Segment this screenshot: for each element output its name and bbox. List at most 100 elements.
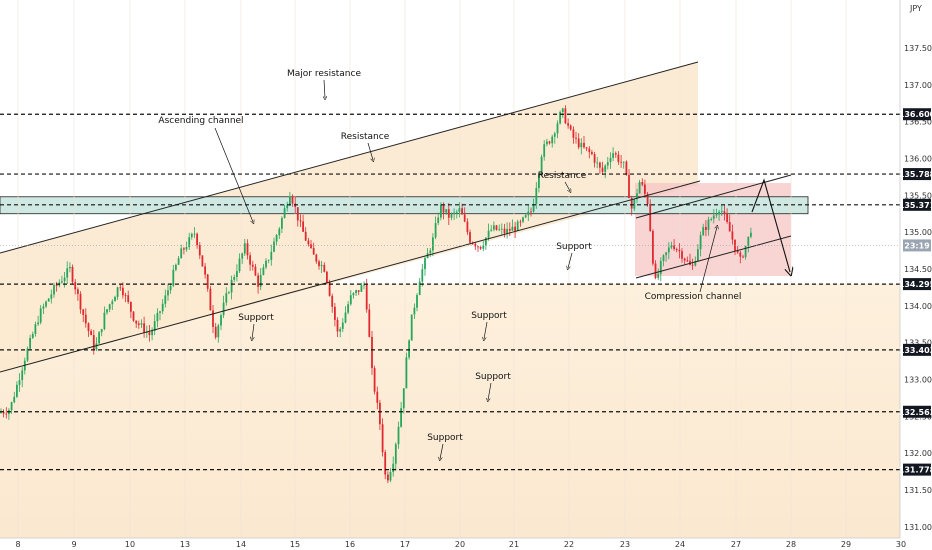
candle-body — [556, 123, 559, 134]
x-tick-label: 22 — [564, 540, 574, 549]
candle-body — [196, 233, 198, 246]
candle-body — [347, 304, 349, 313]
candle-body — [466, 221, 469, 233]
candle-body — [720, 211, 723, 212]
annotation-arrow — [214, 127, 253, 222]
level-price-box — [903, 278, 931, 291]
candle-body — [106, 309, 108, 313]
candle-body — [151, 331, 153, 336]
candle-body — [320, 264, 323, 267]
candle-body — [551, 136, 554, 144]
annotation-label: Ascending channel — [158, 116, 243, 126]
candle-body — [614, 153, 617, 155]
current-price-label: 23:19 — [904, 241, 930, 250]
candle-body — [553, 133, 556, 137]
x-tick-label: 8 — [15, 540, 20, 549]
candle-body — [164, 295, 167, 304]
y-tick-label: 131.500 — [904, 486, 932, 495]
candle-body — [98, 332, 100, 344]
annotation-label: Resistance — [538, 171, 587, 181]
candle-body — [238, 258, 241, 272]
candle-body — [657, 273, 660, 278]
candle-body — [379, 402, 381, 425]
candle-body — [0, 412, 2, 414]
candle-body — [16, 384, 18, 397]
candle-body — [442, 204, 445, 213]
candle-body — [649, 203, 652, 231]
candle-body — [296, 207, 299, 221]
candle-body — [744, 245, 747, 258]
candle-body — [153, 321, 156, 331]
candle-body — [564, 108, 567, 124]
candle-body — [400, 408, 402, 427]
candle-body — [236, 271, 238, 277]
candle-body — [583, 142, 585, 148]
candle-body — [373, 368, 376, 392]
candle-body — [408, 340, 410, 358]
x-tick-label: 15 — [290, 540, 300, 549]
candle-body — [357, 290, 360, 292]
candle-body — [143, 323, 145, 333]
candle-body — [559, 112, 561, 124]
candle-body — [286, 205, 289, 209]
candle-body — [683, 258, 686, 261]
candle-body — [707, 219, 710, 230]
candle-body — [167, 290, 169, 296]
candle-body — [508, 228, 511, 231]
candle-body — [45, 301, 47, 307]
candle-body — [328, 282, 331, 296]
candle-body — [79, 293, 82, 310]
candle-body — [18, 380, 21, 385]
y-tick-label: 136.000 — [904, 154, 932, 163]
candle-body — [246, 243, 249, 256]
candle-body — [209, 288, 212, 311]
candle-body — [458, 208, 461, 212]
candle-body — [87, 323, 90, 331]
candle-body — [726, 214, 728, 222]
candle-body — [654, 263, 657, 278]
level-price-box — [903, 343, 931, 356]
candle-body — [267, 259, 270, 261]
candle-body — [84, 314, 87, 324]
candle-body — [108, 304, 111, 310]
candle-body — [307, 240, 310, 245]
candle-body — [323, 264, 326, 272]
candle-body — [2, 412, 5, 414]
annotations-layer: Major resistance Ascending channel Resista… — [158, 69, 741, 459]
candle-body — [389, 472, 392, 481]
x-tick-label: 16 — [345, 540, 355, 549]
candle-body — [315, 254, 318, 262]
candle-body — [630, 198, 633, 209]
x-tick-label: 21 — [509, 540, 519, 549]
candle-body — [55, 285, 58, 286]
candle-body — [95, 343, 98, 350]
x-tick-label: 20 — [455, 540, 465, 549]
candle-body — [416, 295, 418, 308]
level-price-label: 132.563 — [899, 408, 932, 417]
candle-body — [750, 232, 752, 237]
level-price-label: 131.778 — [899, 466, 932, 475]
candle-body — [485, 237, 487, 246]
candle-body — [318, 261, 320, 267]
candle-body — [111, 301, 114, 305]
candle-body — [103, 312, 106, 330]
candle-body — [257, 275, 259, 287]
candle-body — [53, 285, 55, 295]
candle-body — [638, 182, 641, 194]
candle-body — [641, 182, 644, 185]
candle-body — [77, 289, 79, 294]
candle-body — [731, 231, 734, 240]
candle-body — [180, 248, 183, 259]
candle-body — [137, 323, 140, 325]
time-axis-panel — [0, 538, 932, 550]
annotation-arrow — [699, 227, 717, 293]
candle-body — [705, 227, 707, 230]
candle-body — [432, 237, 434, 251]
candle-body — [665, 252, 667, 256]
annotation-label: Compression channel — [645, 292, 742, 302]
candle-body — [461, 208, 463, 215]
candle-body — [230, 279, 233, 293]
candle-body — [567, 123, 569, 126]
